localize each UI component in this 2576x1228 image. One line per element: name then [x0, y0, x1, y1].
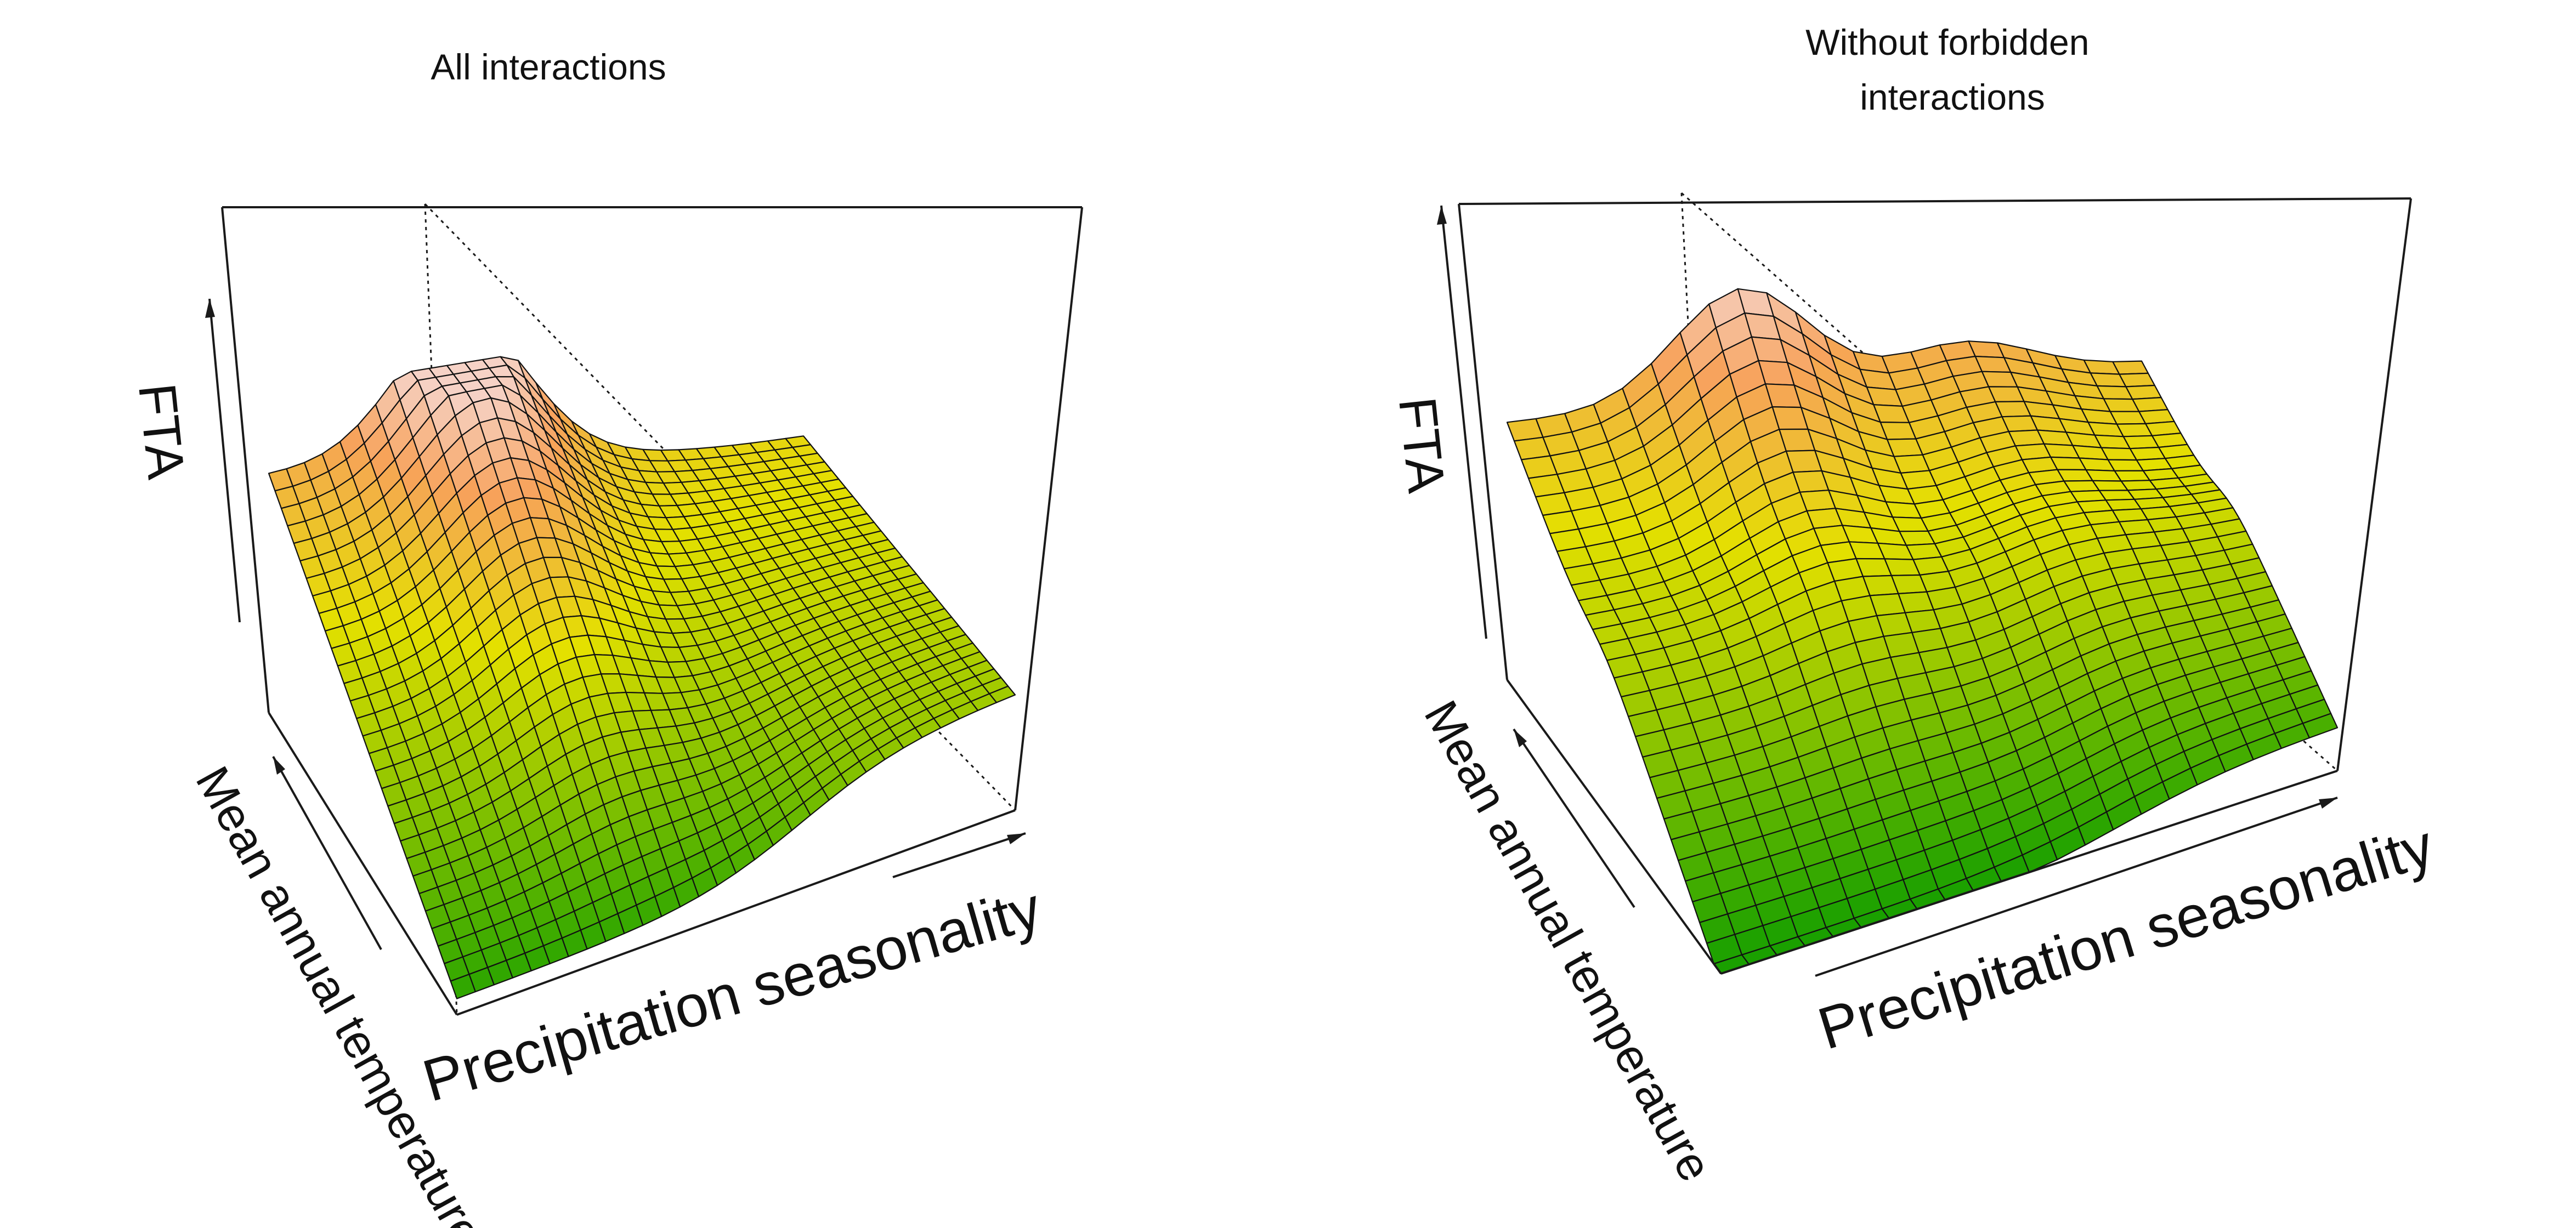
- box-edge: [2336, 198, 2412, 771]
- box-edge: [456, 809, 1016, 1016]
- panel-title: Without forbidden interactions: [1805, 22, 2099, 117]
- box-edge: [221, 207, 270, 713]
- box-edge: [1506, 679, 1722, 975]
- surface-cell: [2302, 713, 2339, 739]
- panel-all-interactions: All interactions FTA Mean annual tempera…: [127, 47, 1083, 1228]
- surface-cell: [2119, 372, 2155, 388]
- box-edge: [1014, 207, 1083, 811]
- x-axis-arrow: [1815, 797, 2338, 977]
- y-axis-arrow: [272, 756, 382, 950]
- surface-mesh: [268, 356, 1016, 999]
- z-axis-arrow: [208, 298, 241, 623]
- surface-cell: [2112, 360, 2149, 375]
- surface-cell: [2125, 384, 2162, 400]
- box-edge: [1720, 770, 2338, 975]
- surface-mesh: [1506, 288, 2339, 975]
- x-axis-arrow: [892, 832, 1026, 878]
- panel-title-line: interactions: [1860, 77, 2045, 117]
- box-edge: [268, 712, 458, 1016]
- y-axis-arrow: [1513, 728, 1635, 908]
- x-axis-arrowhead: [1007, 833, 1026, 844]
- surface-cell: [989, 685, 1016, 703]
- z-axis-label: FTA: [127, 380, 196, 481]
- box-edge: [1458, 197, 2411, 205]
- y-axis-arrowhead: [273, 757, 285, 775]
- z-axis-arrowhead: [1437, 206, 1447, 225]
- z-axis-arrow: [1440, 205, 1487, 639]
- panel-title-line: Without forbidden: [1805, 22, 2089, 62]
- z-axis-label: FTA: [1388, 394, 1456, 495]
- y-axis-arrowhead: [1514, 729, 1527, 747]
- panel-without-forbidden-interactions: Without forbidden interactions FTA Mean …: [1388, 22, 2441, 1190]
- x-axis-arrowhead: [2319, 798, 2337, 809]
- panel-title: All interactions: [431, 47, 666, 87]
- box-edge: [1458, 203, 1508, 680]
- z-axis-arrowhead: [205, 299, 215, 318]
